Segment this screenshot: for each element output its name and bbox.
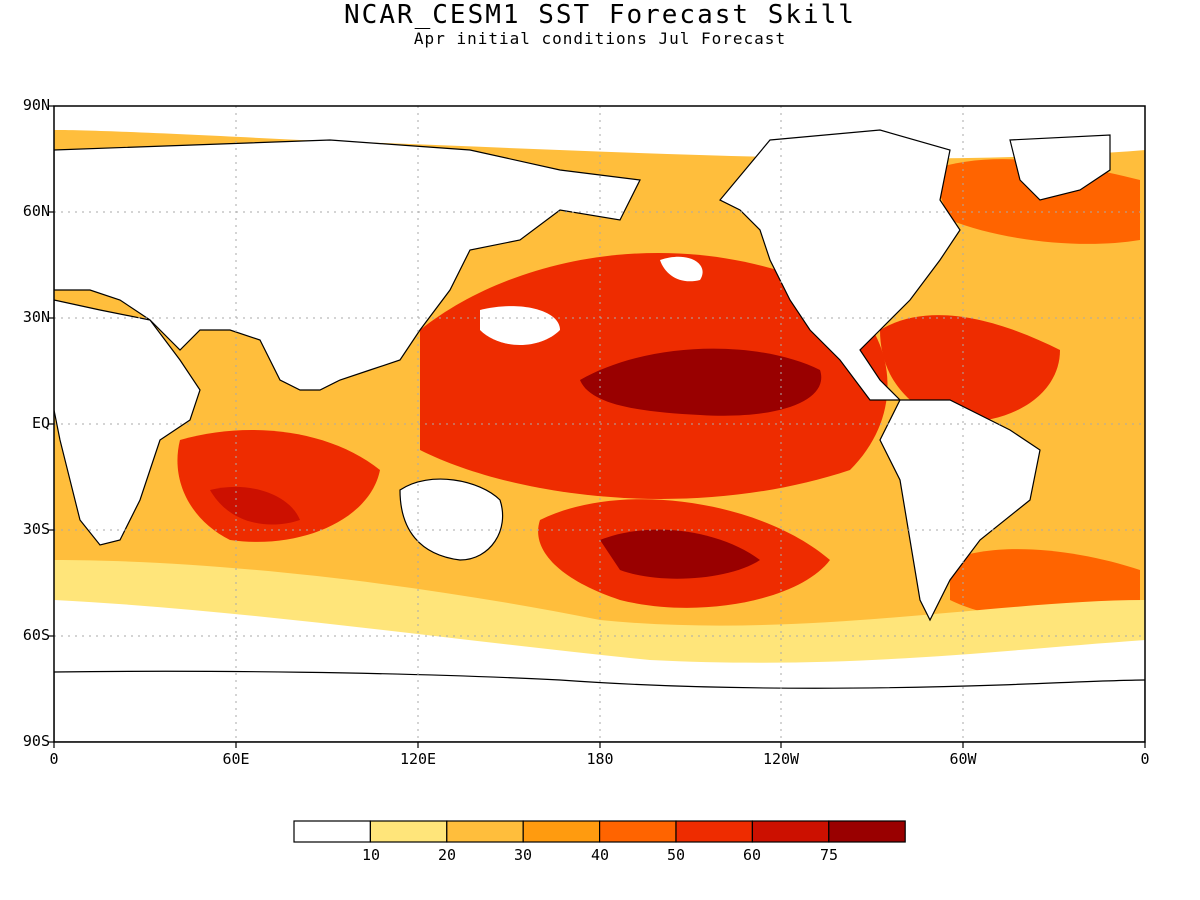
low-skill-nw-pacific xyxy=(480,306,560,345)
lat-label-eq: EQ xyxy=(31,414,50,432)
colorbar-box-0 xyxy=(293,820,372,843)
colorbar-box-7 xyxy=(828,820,906,843)
indian-ocean-max-skill xyxy=(210,486,300,525)
lat-label-90s: 90S xyxy=(22,732,50,750)
caribbean-atlantic-skill xyxy=(880,315,1060,422)
lat-label-60s: 60S xyxy=(22,626,50,644)
australia xyxy=(399,478,504,561)
lon-label-120w: 120W xyxy=(762,750,800,768)
colorbar-box-6 xyxy=(751,820,830,843)
lon-label-120e: 120E xyxy=(399,750,437,768)
colorbar-label-60: 60 xyxy=(742,846,762,864)
lon-label-0-east: 0 xyxy=(1140,750,1150,768)
lon-label-0: 0 xyxy=(49,750,59,768)
map-title: NCAR_CESM1 SST Forecast Skill xyxy=(344,0,856,30)
colorbar-box-1 xyxy=(369,820,448,843)
axis-ticks xyxy=(48,105,1146,748)
indian-ocean-skill xyxy=(177,430,380,542)
low-skill-n-pacific xyxy=(660,256,703,282)
colorbar xyxy=(293,820,906,843)
pacific-max-skill xyxy=(580,348,822,416)
map-subtitle: Apr initial conditions Jul Forecast xyxy=(413,29,787,48)
africa xyxy=(54,299,201,546)
north-america xyxy=(719,129,961,401)
lat-label-60n: 60N xyxy=(22,202,50,220)
colorbar-box-4 xyxy=(598,820,677,843)
colorbar-label-40: 40 xyxy=(590,846,610,864)
greenland xyxy=(1009,134,1111,201)
eurasia xyxy=(54,139,641,391)
colorbar-label-10: 10 xyxy=(361,846,381,864)
lat-label-90n: 90N xyxy=(22,96,50,114)
lon-label-180: 180 xyxy=(586,750,614,768)
colorbar-label-50: 50 xyxy=(666,846,686,864)
antarctica xyxy=(54,670,1145,742)
south-pacific-max-skill xyxy=(600,529,760,579)
graticule xyxy=(54,106,1145,742)
colorbar-box-2 xyxy=(446,820,524,843)
lat-label-30n: 30N xyxy=(22,308,50,326)
skill-field xyxy=(54,106,1145,742)
colorbar-box-5 xyxy=(675,820,754,843)
colorbar-box-3 xyxy=(522,820,601,843)
lon-label-60e: 60E xyxy=(222,750,250,768)
lon-label-60w: 60W xyxy=(949,750,977,768)
south-america xyxy=(879,399,1041,622)
lat-label-30s: 30S xyxy=(22,520,50,538)
coastlines xyxy=(54,129,1145,742)
colorbar-label-30: 30 xyxy=(513,846,533,864)
colorbar-label-20: 20 xyxy=(437,846,457,864)
colorbar-label-75: 75 xyxy=(819,846,839,864)
